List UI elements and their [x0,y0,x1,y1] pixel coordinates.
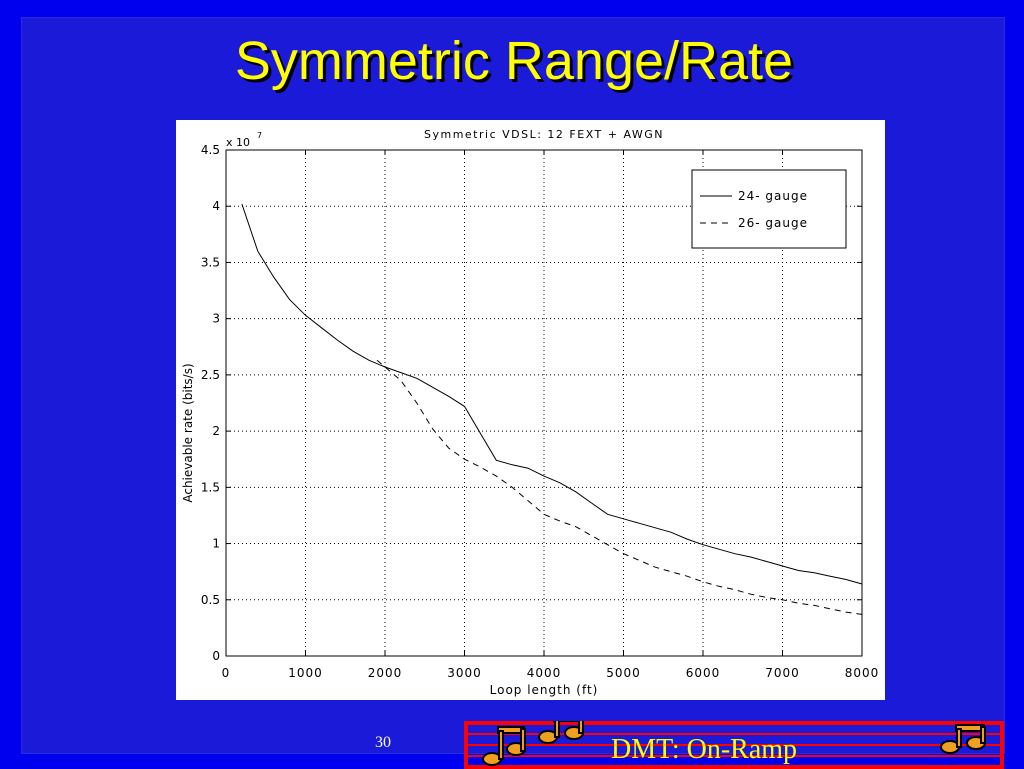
music-notes-icon [482,721,986,766]
slide-panel: Symmetric Range/Rate 0 1000 2000 3000 4000 50… [22,18,1004,769]
footer-banner: DMT: On-Ramp [464,721,1004,769]
series-line-24-gauge [241,203,863,585]
x-axis-label: Loop length (ft) [490,683,599,697]
x-tick-label: 1000 [288,666,323,680]
y-multiplier-exponent: 7 [257,131,262,140]
y-tick-label: 4.5 [201,143,220,157]
y-multiplier-label: x 10 [226,136,250,149]
x-tick-label: 2000 [368,666,403,680]
y-tick-label: 3.5 [201,255,220,269]
x-tick-label: 3000 [447,666,482,680]
x-tick-label: 4000 [527,666,562,680]
y-tick-label: 0 [212,649,220,663]
chart-title: Symmetric VDSL: 12 FEXT + AWGN [424,128,664,141]
x-tick-label: 8000 [845,666,880,680]
y-tick-label: 2 [212,424,220,438]
line-chart: 0 1000 2000 3000 4000 5000 6000 7000 8000 0 0.5 1 1.… [181,128,880,697]
plot-figure: 0 1000 2000 3000 4000 5000 6000 7000 8000 0 0.5 1 1.… [176,120,885,700]
x-tick-label: 0 [222,666,231,680]
y-tick-label: 1.5 [201,480,220,494]
y-tick-label: 3 [212,312,220,326]
page-number: 30 [375,734,391,751]
y-tick-label: 0.5 [201,593,220,607]
series-line-26-gauge [376,359,863,615]
legend-box [691,169,847,249]
x-tick-label: 5000 [606,666,641,680]
x-tick-label: 7000 [765,666,800,680]
y-tick-label: 1 [212,537,220,551]
footer-staff-frame [464,721,1004,769]
x-tick-label: 6000 [686,666,721,680]
y-axis-label: Achievable rate (bits/s) [181,363,195,502]
legend-entry: 24- gauge [738,189,808,203]
legend-entry: 26- gauge [738,216,808,230]
y-tick-label: 4 [212,199,220,213]
slide-title: Symmetric Range/Rate [234,31,794,91]
y-tick-label: 2.5 [201,368,220,382]
footer-text: DMT: On-Ramp [611,734,798,765]
